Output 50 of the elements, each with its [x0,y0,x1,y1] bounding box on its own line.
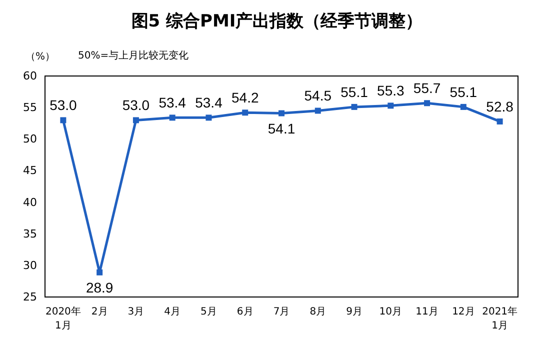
data-label: 53.4 [158,94,186,111]
x-tick-label: 12月 [452,306,475,318]
y-tick-label: 50 [23,132,37,146]
point [169,114,176,121]
point [351,104,358,110]
text: 50%=与上月比较无变化 [78,50,189,62]
data-label: 55.3 [377,82,404,99]
data-label: 52.8 [486,98,514,114]
data-label: 53.0 [122,97,150,114]
y-tick-label: 55 [23,101,37,114]
point [424,100,430,106]
point [278,110,284,116]
x-tick-label: 6月 [236,306,254,318]
x-tick-label: 2月 [91,306,108,318]
x-tick-label: 11月 [416,306,438,318]
x-tick-label: 3月 [128,306,144,318]
data-label: 54.2 [231,90,259,106]
data-label: 55.1 [340,84,368,100]
data-label: 28.9 [86,279,114,296]
x-tick-label: 2021年 1月 [482,306,518,332]
y-tick-label: 45 [23,164,37,178]
y-tick-label: 60 [23,70,37,82]
chart-title: 图5 综合PMI产出指数（经季节调整） [131,12,423,32]
x-tick-label: 8月 [310,306,326,318]
data-label: 53.4 [195,94,223,111]
x-tick-label: 5月 [200,306,217,318]
y-tick-label: 40 [23,196,37,209]
data-label: 55.7 [413,80,441,96]
x-tick-label: 9月 [346,306,362,318]
point [460,104,466,110]
point [60,117,66,124]
x-tick-label: 7月 [273,306,290,318]
x-tick-label: 4月 [164,306,181,318]
data-label: 53.0 [50,97,78,114]
data-label: 55.1 [450,84,478,100]
point [206,114,212,121]
data-label: 54.5 [304,88,332,104]
point [314,108,321,114]
y-tick-label: 25 [23,290,37,304]
point [496,118,503,124]
point [132,117,139,124]
point [96,269,103,276]
data-label: 54.1 [268,120,296,136]
y-tick-label: 35 [23,227,37,240]
y-tick-label: 30 [23,258,37,272]
x-tick-label: 10月 [379,306,402,318]
y-axis-title: （%） [25,52,55,62]
point [242,110,248,116]
x-tick-label: 2020年 1月 [45,306,81,332]
point [388,102,394,109]
